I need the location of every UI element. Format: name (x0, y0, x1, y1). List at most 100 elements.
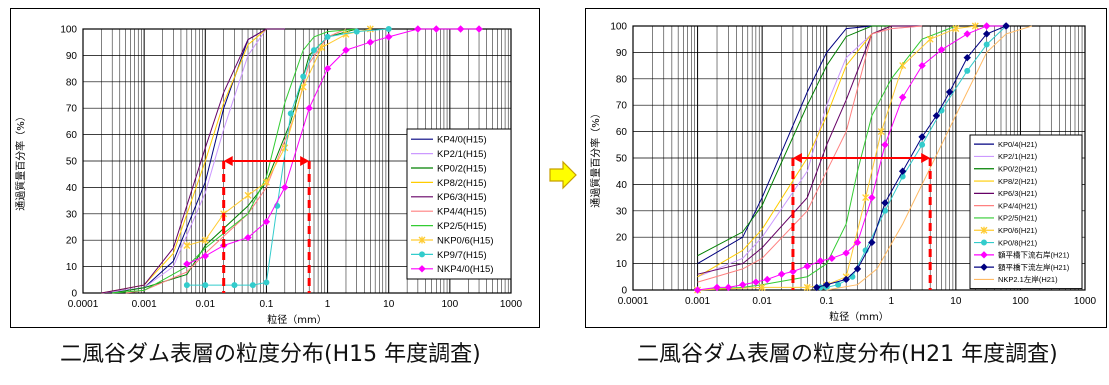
series-kp8-2-h21-3 (697, 25, 892, 278)
y-tick-label: 10 (616, 259, 628, 270)
legend-entry-1: KP2/1(H15) (411, 149, 487, 160)
data-point (899, 62, 907, 70)
legend-label: NKP2.1左岸(H21) (998, 274, 1058, 284)
series-kp2-5-h21-6 (697, 25, 957, 291)
d50-arrow-head-right (921, 153, 931, 163)
data-point (952, 25, 960, 33)
data-point (244, 191, 252, 199)
data-point (311, 47, 318, 54)
caption-h15: 二風谷ダム表層の粒度分布(H15 年度調査) (60, 342, 481, 367)
y-tick-label: 40 (616, 180, 628, 191)
data-point (299, 83, 307, 91)
data-point (945, 88, 954, 96)
data-point (287, 110, 294, 117)
legend-entry-7: NKP0/6(H15) (411, 235, 494, 246)
data-point (777, 270, 786, 278)
data-point (842, 275, 850, 284)
series-group (693, 22, 1032, 294)
legend-label: KP6/3(H21) (998, 189, 1038, 198)
x-tick-label: 0.1 (259, 299, 273, 310)
x-axis-label: 粒径（mm） (829, 310, 888, 323)
data-point (318, 43, 326, 51)
x-tick-label: 0.001 (685, 296, 710, 307)
series-kp9-7-h15-8 (183, 26, 392, 289)
data-point (963, 53, 971, 62)
legend-label: KP0/4(H21) (998, 140, 1038, 149)
y-tick-label: 50 (66, 157, 78, 168)
x-tick-label: 0.01 (752, 296, 772, 307)
data-point (262, 178, 270, 186)
data-point (828, 254, 836, 263)
data-point (201, 252, 209, 260)
series-kp2-5-h15-6 (112, 28, 357, 294)
y-tick-label: 30 (616, 206, 628, 217)
d50-arrow-head-left (223, 156, 233, 166)
data-point (323, 64, 332, 73)
legend-entry-0: KP4/0(H15) (411, 135, 487, 146)
x-tick-label: 100 (442, 299, 459, 310)
legend-label: KP4/4(H21) (998, 201, 1038, 210)
legend-swatch-marker (980, 263, 988, 271)
series-line (697, 25, 892, 265)
data-point (868, 238, 876, 247)
legend-label: KP9/7(H15) (437, 250, 487, 261)
legend: KP4/0(H15) KP2/1(H15) KP0/2(H15) KP8/2(H15)… (406, 128, 512, 280)
data-point (738, 281, 747, 289)
legend-label: KP0/8(H21) (998, 238, 1038, 247)
legend-swatch-marker (419, 251, 425, 258)
data-point (432, 25, 440, 33)
series-nkp2-1-h21-11 (826, 25, 1032, 291)
legend-box (969, 134, 1083, 290)
y-tick-label: 30 (66, 209, 78, 220)
legend-entry-5: KP4/4(H15) (411, 207, 487, 218)
data-point (353, 28, 360, 35)
legend-label: KP4/0(H15) (437, 135, 487, 146)
data-point (724, 283, 733, 292)
series-line (697, 25, 892, 257)
series-kp0-2-h21-2 (697, 25, 892, 257)
data-point (249, 282, 256, 289)
y-tick-label: 100 (610, 22, 627, 33)
data-point (932, 112, 941, 120)
legend-entry-3: KP8/2(H15) (411, 178, 487, 189)
y-tick-label: 90 (66, 51, 78, 62)
data-point (244, 233, 252, 242)
legend-entry-6: KP2/5(H15) (411, 221, 487, 232)
data-point (414, 25, 422, 33)
data-point (983, 41, 990, 48)
series-group (101, 25, 483, 294)
data-point (862, 194, 870, 202)
y-tick-label: 20 (616, 233, 628, 244)
d50-annotation (791, 153, 932, 290)
legend-entry-3: KP8/2(H21) (974, 177, 1038, 186)
y-tick-label: 60 (616, 127, 628, 138)
data-point (803, 262, 811, 270)
data-point (201, 236, 209, 244)
data-point (842, 249, 850, 257)
series-kp4-4-h21-5 (697, 25, 923, 283)
chart-panel-right: 0 10 20 30 40 50 60 70 80 90 100 0.0001 0.001 0.01 0.1… (585, 8, 1107, 328)
legend-entry-1: KP2/1(H21) (974, 152, 1038, 161)
data-point (342, 30, 350, 38)
grain-size-chart-h15: 0 10 20 30 40 50 60 70 80 90 100 0.0001 0.001 0.01 0.1… (14, 25, 523, 327)
legend-entry-7: KP0/6(H21) (974, 226, 1038, 235)
data-point (803, 283, 811, 291)
x-tick-label: 10 (950, 296, 962, 307)
data-point (342, 46, 350, 54)
legend-entry-10: 額平橋下流左岸(H21) (974, 262, 1070, 272)
x-tick-label: 1 (325, 299, 331, 310)
data-point (835, 281, 842, 288)
data-point (262, 218, 271, 226)
legend-swatch-marker (418, 265, 426, 273)
grain-size-chart-h21: 0 10 20 30 40 50 60 70 80 90 100 0.0001 0.001 0.01 0.1… (589, 22, 1097, 324)
data-point (713, 283, 721, 292)
right-arrow-icon (549, 160, 577, 190)
legend-swatch-marker (980, 251, 988, 259)
data-point (305, 104, 313, 112)
data-point (963, 30, 971, 38)
d50-arrow-head-left (792, 153, 802, 163)
data-point (763, 275, 771, 284)
y-tick-label: 20 (66, 236, 78, 247)
legend-label: KP0/2(H21) (998, 164, 1038, 173)
data-point (982, 30, 991, 38)
